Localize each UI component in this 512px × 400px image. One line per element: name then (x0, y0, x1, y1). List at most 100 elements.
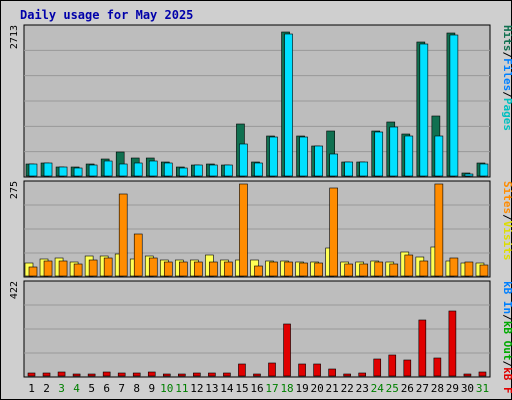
legend-sep1: / (501, 361, 512, 368)
bar-files (404, 135, 414, 177)
x-tick-label: 22 (341, 382, 354, 395)
legend-pages: Pages (501, 98, 512, 131)
bar-kbf (328, 368, 336, 377)
bar-files (464, 173, 474, 177)
legend-sep2: / (501, 52, 512, 59)
x-tick-label: 21 (326, 382, 339, 395)
panel-visits-sites: 275 Sites/Visits (9, 180, 512, 278)
bar-sites (58, 260, 68, 277)
bar-files (344, 161, 353, 177)
bar-sites (163, 261, 173, 277)
bar-sites (103, 257, 113, 277)
ymax-label: 275 (9, 181, 20, 199)
ymax-label: 2713 (9, 25, 20, 49)
bar-sites (179, 261, 188, 277)
ymax-label: 422 (9, 281, 20, 299)
bar-files (133, 162, 143, 177)
x-tick-label: 29 (446, 382, 459, 395)
legend-sep1: / (501, 214, 512, 221)
bar-sites (239, 183, 248, 277)
bar-kbf (298, 363, 306, 377)
bar-sites (314, 262, 323, 277)
bar-kbf (72, 373, 81, 377)
x-tick-label: 17 (265, 382, 278, 395)
bar-files (254, 162, 263, 177)
bar-sites (254, 265, 263, 277)
bar-sites (194, 261, 203, 277)
x-tick-label: 31 (476, 382, 489, 395)
x-tick-label: 15 (235, 382, 248, 395)
bar-files (299, 136, 308, 177)
bar-kbf (57, 371, 66, 377)
x-tick-label: 6 (103, 382, 110, 395)
bar-kbf (463, 373, 472, 377)
bar-files (479, 163, 489, 177)
bar-sites (224, 261, 233, 277)
bar-files (163, 162, 173, 177)
x-tick-label: 8 (133, 382, 140, 395)
bar-files (194, 164, 203, 177)
legend-files: Files (501, 58, 512, 91)
bar-files (43, 162, 53, 177)
bar-kbf (208, 372, 216, 377)
bar-sites (389, 263, 399, 277)
legend-visits: Visits (501, 221, 512, 261)
bar-kbf (178, 373, 186, 377)
x-tick-label: 4 (73, 382, 80, 395)
bar-files (359, 161, 369, 177)
x-tick-label: 24 (371, 382, 385, 395)
legend-sep2: / (501, 314, 512, 321)
bar-sites (329, 187, 338, 277)
x-tick-label: 18 (280, 382, 293, 395)
bar-kbf (238, 363, 246, 377)
legend-sites: Sites (501, 181, 512, 214)
bar-sites (299, 262, 308, 277)
x-tick-label: 2 (43, 382, 50, 395)
x-tick-label: 10 (160, 382, 173, 395)
bar-files (209, 164, 218, 177)
legend-kbf-kbout-kbin: kB In/kB Out/kB F (501, 281, 512, 394)
x-tick-label: 28 (431, 382, 444, 395)
bar-files (389, 126, 399, 177)
bar-kbf (132, 372, 141, 377)
bar-files (58, 166, 68, 177)
x-tick-label: 14 (220, 382, 234, 395)
bar-sites (269, 261, 278, 277)
bar-files (434, 135, 444, 177)
bar-files (374, 131, 384, 177)
bar-kbf (448, 310, 457, 377)
x-tick-label: 12 (190, 382, 203, 395)
bar-sites (344, 263, 353, 277)
bar-files (419, 43, 429, 177)
x-tick-label: 27 (416, 382, 429, 395)
bar-sites (374, 261, 384, 277)
legend-visits-sites: Sites/Visits (501, 181, 512, 261)
bar-sites (359, 263, 369, 277)
bar-files (73, 167, 83, 177)
x-tick-label: 23 (356, 382, 369, 395)
bar-sites (434, 183, 444, 277)
bar-files (224, 164, 233, 177)
bar-kbf (358, 372, 367, 377)
x-tick-label: 7 (118, 382, 125, 395)
bar-sites (404, 254, 414, 277)
bar-files (28, 163, 38, 177)
bar-kbf (283, 323, 291, 377)
bar-kbf (42, 372, 51, 377)
x-tick-label: 9 (148, 382, 155, 395)
bar-kbf (343, 373, 351, 377)
bar-files (118, 163, 128, 177)
x-tick-label: 20 (311, 382, 324, 395)
x-tick-label: 30 (461, 382, 474, 395)
bar-sites (284, 261, 293, 277)
bar-sites (449, 257, 459, 277)
bar-kbf (147, 371, 156, 377)
bar-files (179, 167, 188, 177)
bar-kbf (102, 371, 111, 377)
bar-files (103, 160, 113, 177)
x-tick-label: 3 (58, 382, 65, 395)
bar-kbf (268, 362, 276, 377)
